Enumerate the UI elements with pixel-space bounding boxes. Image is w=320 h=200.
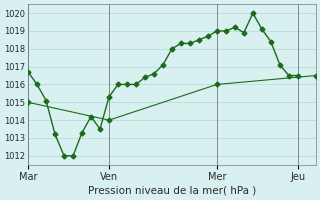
X-axis label: Pression niveau de la mer( hPa ): Pression niveau de la mer( hPa ) — [88, 186, 256, 196]
